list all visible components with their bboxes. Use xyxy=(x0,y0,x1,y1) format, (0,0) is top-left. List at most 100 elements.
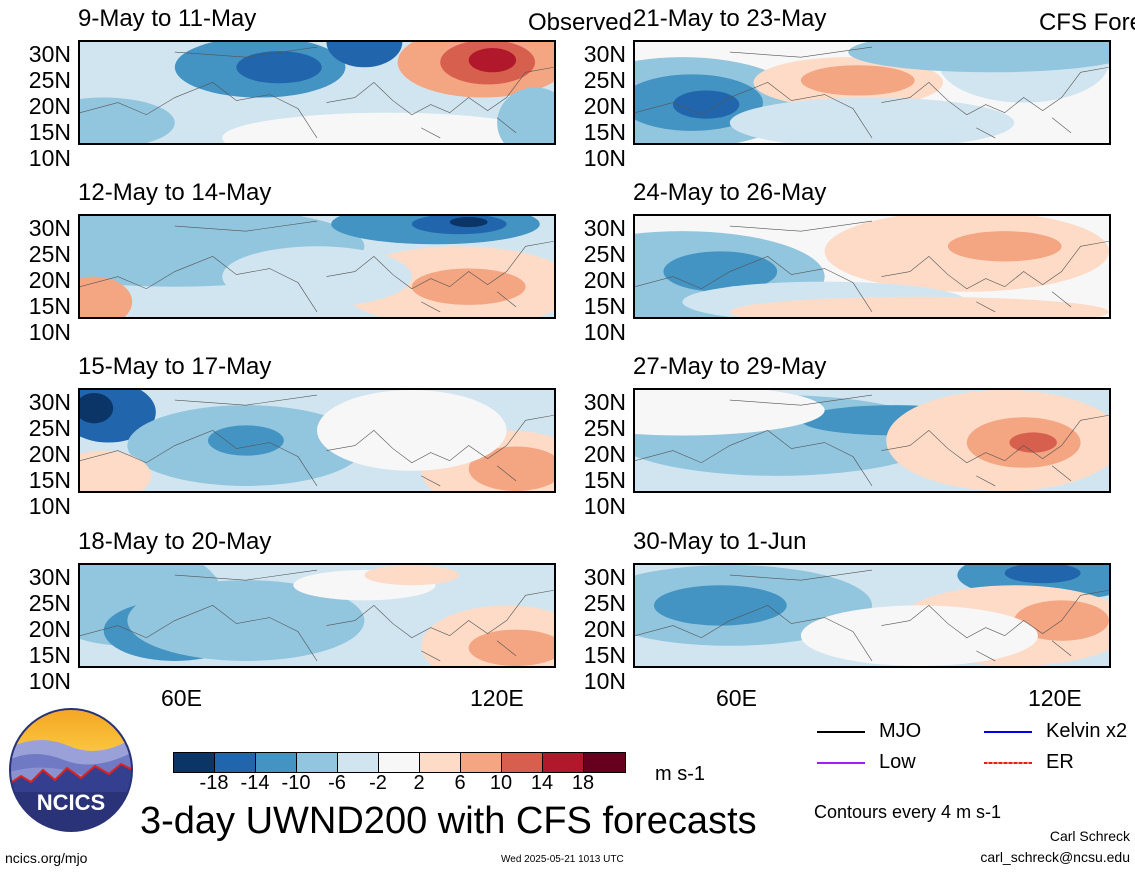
lat-label: 15N xyxy=(583,467,626,493)
legend-er: ER xyxy=(984,751,1074,774)
contour-note: Contours every 4 m s-1 xyxy=(814,802,1002,822)
lon-label-60e-right: 60E xyxy=(716,685,757,711)
coastline xyxy=(80,47,554,138)
map-panel: 15-May to 17-May 30N 25N 20N 15N 10N xyxy=(29,353,632,528)
anomaly-shade xyxy=(80,393,114,424)
anomaly-shade xyxy=(80,450,152,491)
legend-kelvin-line xyxy=(984,730,1032,733)
lat-label: 15N xyxy=(583,119,626,145)
panel-title: 24-May to 26-May xyxy=(633,179,827,206)
colorbar-swatch xyxy=(379,753,420,772)
lat-label: 20N xyxy=(583,93,626,119)
wind-anomaly-map xyxy=(633,388,1111,493)
panel-title: 15-May to 17-May xyxy=(78,353,272,380)
lat-label: 30N xyxy=(583,564,626,590)
lon-label-120e-left: 120E xyxy=(470,685,524,711)
anomaly-shade xyxy=(236,51,322,84)
lat-label: 10N xyxy=(28,668,71,694)
anomaly-shade xyxy=(635,390,825,436)
anomaly-shade xyxy=(411,268,526,305)
lat-label: 30N xyxy=(583,41,626,67)
lat-label: 25N xyxy=(28,241,71,267)
colorbar-swatch xyxy=(420,753,461,772)
colorbar-tick: 10 xyxy=(489,772,513,794)
wind-anomaly-map xyxy=(78,214,556,319)
colorbar-tick: -2 xyxy=(369,772,387,794)
legend-er-label: ER xyxy=(1046,751,1074,773)
colorbar-swatch xyxy=(543,753,584,772)
lat-label: 25N xyxy=(28,67,71,93)
lat-label: 10N xyxy=(583,668,626,694)
lat-label: 20N xyxy=(583,267,626,293)
anomaly-shade xyxy=(326,42,403,68)
wind-anomaly-map xyxy=(633,40,1111,145)
lat-label: 15N xyxy=(583,293,626,319)
anomaly-shade xyxy=(848,42,1109,73)
lat-label: 30N xyxy=(28,41,71,67)
lat-label: 20N xyxy=(583,441,626,467)
coastline xyxy=(80,221,554,312)
lat-label: 15N xyxy=(28,642,71,668)
lat-label: 30N xyxy=(28,564,71,590)
colorbar-tick: -18 xyxy=(199,772,229,794)
anomaly-shade xyxy=(1009,432,1057,453)
colorbar-tick: 6 xyxy=(454,772,466,794)
anomaly-shade xyxy=(468,629,554,666)
legend-low-line xyxy=(817,761,865,764)
lat-label: 20N xyxy=(583,616,626,642)
author: Carl Schreck xyxy=(1049,828,1130,844)
panel-title: 9-May to 11-May xyxy=(78,5,257,32)
lat-label: 20N xyxy=(28,93,71,119)
coastline xyxy=(635,221,1109,312)
anomaly-shade xyxy=(653,585,787,626)
lon-label-120e-right: 120E xyxy=(1028,685,1082,711)
colorbar-swatch xyxy=(584,753,625,772)
anomaly-shade xyxy=(663,251,778,292)
lat-label: 20N xyxy=(28,616,71,642)
wind-anomaly-map xyxy=(633,214,1111,319)
website[interactable]: ncics.org/mjo xyxy=(5,850,88,866)
anomaly-shade xyxy=(207,425,284,456)
map-panel: 30-May to 1-Jun 30N 25N 20N 15N 10N xyxy=(584,528,1135,703)
colorbar-swatch xyxy=(338,753,379,772)
lat-label: 15N xyxy=(583,642,626,668)
colorbar-tick: -14 xyxy=(240,772,270,794)
wind-anomaly-map xyxy=(78,40,556,145)
colorbar-tick: 14 xyxy=(530,772,554,794)
legend-low: Low xyxy=(817,751,916,774)
map-panel: 21-May to 23-May CFS Forecast 30N25N20N15N… xyxy=(584,5,1135,180)
colorbar-swatch xyxy=(256,753,297,772)
panel-tag: Observed xyxy=(527,9,632,36)
map-panel: 27-May to 29-May 30N 25N 20N 15N 10N xyxy=(584,353,1135,528)
legend-kelvin-label: Kelvin x2 xyxy=(1046,720,1128,742)
anomaly-shade xyxy=(468,446,554,491)
wind-anomaly-map xyxy=(78,563,556,668)
map-panel: 24-May to 26-May 30N 25N 20N 15N 10N xyxy=(584,179,1135,354)
anomaly-shade xyxy=(468,48,517,73)
anomaly-shade xyxy=(127,580,365,661)
wind-anomaly-map xyxy=(78,388,556,493)
colorbar-swatch xyxy=(461,753,502,772)
anomaly-shade xyxy=(222,112,554,143)
lat-label: 25N xyxy=(583,590,626,616)
colorbar xyxy=(173,752,626,773)
anomaly-shade xyxy=(729,296,1109,317)
anomaly-shade xyxy=(317,390,507,471)
anomaly-shade xyxy=(364,565,460,586)
coastline xyxy=(80,570,554,661)
ncics-logo: NCICS xyxy=(9,708,133,832)
lat-label: 30N xyxy=(28,389,71,415)
lat-label: 10N xyxy=(583,319,626,345)
lat-label: 10N xyxy=(28,493,71,519)
lat-label: 15N xyxy=(28,119,71,145)
panel-tag: CFS Forecast xyxy=(1038,9,1135,36)
anomaly-shade xyxy=(800,65,915,96)
panel-title: 18-May to 20-May xyxy=(78,528,272,555)
panel-title: 12-May to 14-May xyxy=(78,179,272,206)
legend-kelvin: Kelvin x2 xyxy=(984,720,1127,743)
lat-label: 20N xyxy=(28,267,71,293)
lon-label-60e-left: 60E xyxy=(161,685,202,711)
panel-title: 21-May to 23-May xyxy=(633,5,827,32)
coastline xyxy=(635,395,1109,486)
lat-label: 25N xyxy=(28,590,71,616)
